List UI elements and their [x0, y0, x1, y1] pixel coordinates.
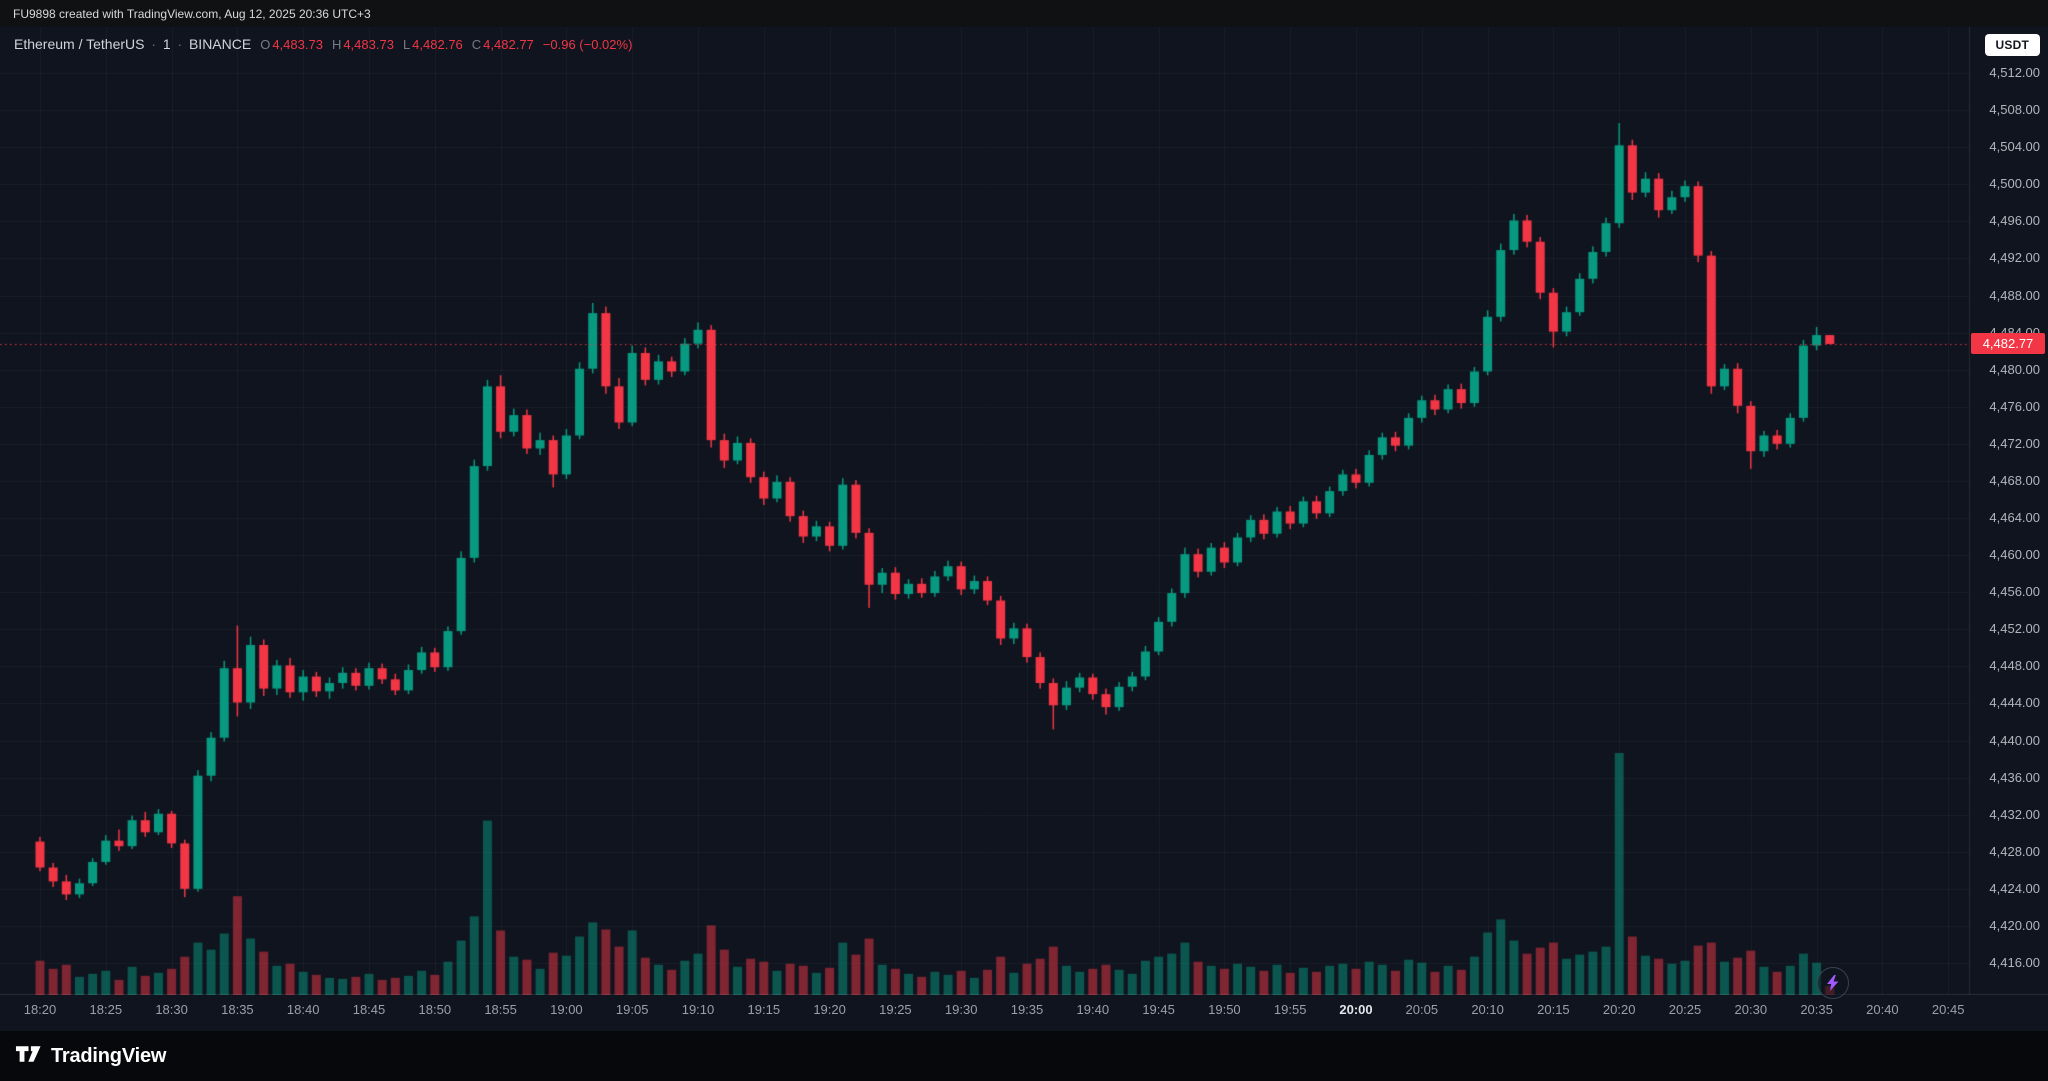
time-axis-label: 19:50 [1208, 1002, 1241, 1017]
ohlc-open: O 4,483.73 [260, 36, 323, 52]
open-label: O [260, 37, 271, 52]
price-axis-label: 4,428.00 [1989, 843, 2040, 859]
price-axis-label: 4,508.00 [1989, 102, 2040, 118]
time-axis-label: 20:15 [1537, 1002, 1570, 1017]
ohlc-low: L 4,482.76 [403, 36, 463, 52]
attribution-bar: FU9898 created with TradingView.com, Aug… [0, 0, 2048, 27]
legend-separator: · [151, 36, 156, 52]
time-axis-label: 20:25 [1668, 1002, 1702, 1017]
price-axis-label: 4,436.00 [1989, 769, 2040, 785]
time-axis-label: 20:05 [1405, 1002, 1439, 1017]
price-axis-label: 4,464.00 [1989, 510, 2040, 525]
price-axis-label: 4,476.00 [1989, 398, 2040, 414]
price-axis[interactable]: 4,512.00 4,508.00 4,504.00 4,500.00 4,496.00… [1969, 27, 2048, 995]
symbol-name[interactable]: Ethereum / TetherUS [14, 36, 145, 52]
price-axis-label: 4,512.00 [1989, 65, 2040, 80]
lightning-button[interactable] [1817, 967, 1849, 999]
time-axis-label: 18:20 [23, 1002, 57, 1017]
time-axis-label: 18:30 [155, 1002, 188, 1017]
price-axis-label: 4,456.00 [1989, 584, 2040, 600]
exchange-name[interactable]: BINANCE [188, 36, 252, 52]
time-axis-label: 18:55 [484, 1002, 517, 1017]
time-axis-label: 19:45 [1142, 1002, 1175, 1017]
low-label: L [402, 37, 411, 52]
lightning-icon [1827, 975, 1839, 991]
price-axis-label: 4,416.00 [1989, 955, 2040, 970]
change-value: −0.96 (−0.02%) [542, 36, 633, 52]
time-axis-label: 19:35 [1010, 1002, 1044, 1017]
price-axis-label: 4,448.00 [1989, 658, 2040, 674]
price-axis-label: 4,500.00 [1989, 176, 2040, 192]
price-axis-label: 4,424.00 [1989, 880, 2040, 896]
time-axis-label: 19:25 [879, 1002, 912, 1017]
time-axis-label: 18:35 [221, 1002, 254, 1017]
time-axis-label: 20:20 [1602, 1002, 1636, 1017]
time-axis-label: 19:00 [550, 1002, 583, 1017]
time-axis-label: 19:20 [813, 1002, 846, 1017]
symbol-legend: Ethereum / TetherUS · 1 · BINANCE O 4,483… [14, 36, 632, 52]
low-value: 4,482.76 [412, 37, 463, 52]
price-axis-label: 4,488.00 [1989, 287, 2040, 303]
tradingview-wordmark[interactable]: TradingView [51, 1044, 167, 1067]
time-axis-label: 20:35 [1800, 1002, 1833, 1017]
time-axis-label: 18:25 [89, 1002, 123, 1017]
price-axis-label: 4,444.00 [1989, 695, 2040, 711]
price-axis-label: 4,460.00 [1989, 547, 2040, 563]
high-label: H [331, 37, 342, 52]
time-axis-label: 19:40 [1076, 1002, 1110, 1017]
last-price-label: 4,482.77 [1971, 333, 2045, 355]
time-axis-label: 20:40 [1866, 1002, 1899, 1017]
interval-value[interactable]: 1 [162, 36, 171, 52]
time-axis-label: 19:30 [944, 1002, 978, 1017]
open-value: 4,483.73 [272, 37, 323, 52]
chart-container: Ethereum / TetherUS · 1 · BINANCE O 4,483… [0, 27, 2048, 1031]
footer-bar: TradingView [0, 1031, 2048, 1081]
price-axis-label: 4,496.00 [1989, 213, 2040, 229]
ohlc-close: C 4,482.77 [472, 36, 534, 52]
time-axis-label: 18:40 [286, 1002, 320, 1017]
price-axis-label: 4,480.00 [1989, 361, 2040, 377]
attribution-text: FU9898 created with TradingView.com, Aug… [13, 6, 371, 21]
time-axis-label: 18:45 [352, 1002, 386, 1017]
time-axis-label: 20:45 [1931, 1002, 1965, 1017]
price-axis-label: 4,420.00 [1989, 917, 2040, 933]
high-value: 4,483.73 [343, 37, 394, 52]
price-axis-label: 4,504.00 [1989, 139, 2040, 155]
time-axis-label: 20:30 [1734, 1002, 1768, 1017]
legend-separator: · [177, 36, 182, 52]
price-axis-label: 4,440.00 [1989, 732, 2040, 748]
time-axis-label: 20:00 [1339, 1002, 1373, 1017]
close-label: C [471, 37, 482, 52]
time-axis-label: 19:55 [1273, 1002, 1307, 1017]
time-axis-label: 18:50 [418, 1002, 452, 1017]
time-axis-label: 19:05 [615, 1002, 649, 1017]
price-axis-label: 4,432.00 [1989, 806, 2040, 822]
price-axis-label: 4,452.00 [1989, 621, 2040, 637]
currency-toggle-button[interactable]: USDT [1984, 34, 2040, 56]
time-axis[interactable]: 18:20 18:25 18:30 18:35 18:40 18:45 18:50 18:55… [0, 995, 2048, 1031]
close-value: 4,482.77 [483, 37, 534, 52]
price-axis-label: 4,492.00 [1989, 250, 2040, 266]
tradingview-logo-icon[interactable] [15, 1042, 42, 1071]
time-axis-label: 19:15 [747, 1002, 781, 1017]
time-axis-label: 20:10 [1471, 1002, 1504, 1017]
time-axis-label: 19:10 [681, 1002, 715, 1017]
price-axis-label: 4,468.00 [1989, 472, 2040, 488]
ohlc-high: H 4,483.73 [332, 36, 394, 52]
candlestick-chart[interactable] [0, 27, 2048, 995]
price-axis-label: 4,472.00 [1989, 435, 2040, 451]
